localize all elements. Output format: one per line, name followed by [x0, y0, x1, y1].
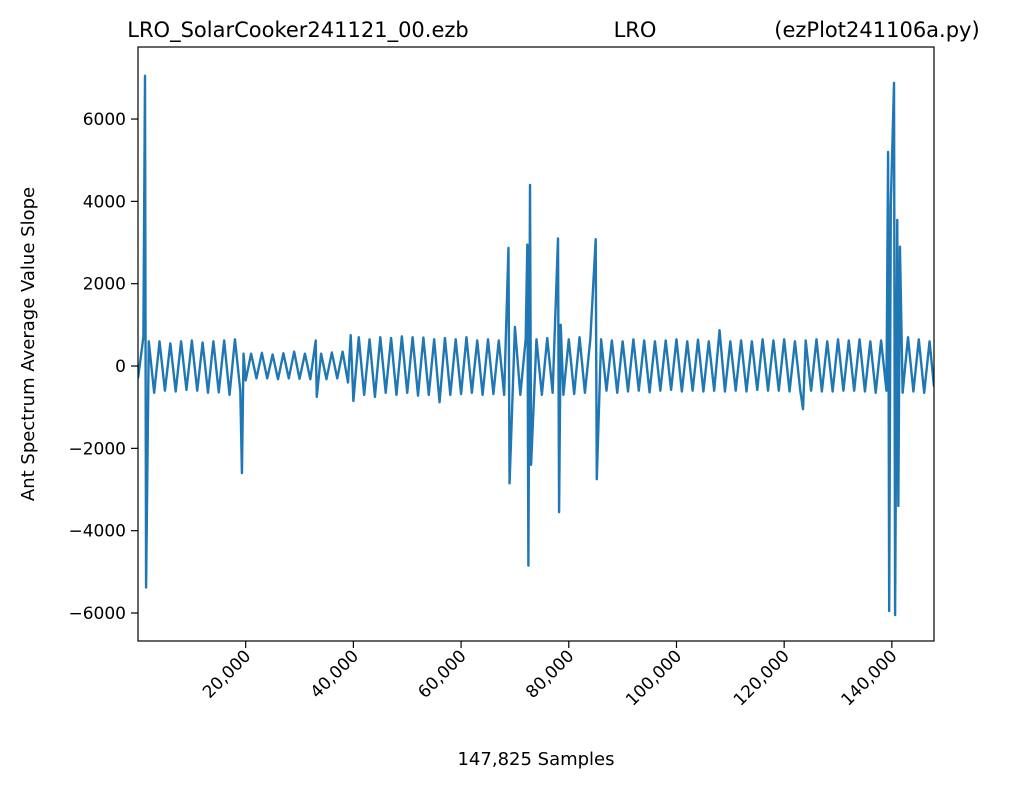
y-axis-label: Ant Spectrum Average Value Slope — [18, 187, 39, 501]
y-tick-label: 0 — [115, 357, 126, 377]
y-tick-label: 2000 — [83, 275, 126, 295]
y-tick-label: 6000 — [83, 110, 126, 130]
chart-title: (ezPlot241106a.py) — [774, 18, 979, 42]
plot-frame — [137, 46, 935, 642]
x-tick-label: 140,000 — [838, 646, 902, 710]
y-tick-label: −4000 — [68, 522, 126, 542]
x-tick-label: 20,000 — [199, 646, 255, 702]
chart-title: LRO_SolarCooker241121_00.ezb — [127, 18, 469, 43]
x-tick-label: 120,000 — [730, 646, 794, 710]
y-tick-label: −2000 — [68, 439, 126, 459]
y-tick-label: 4000 — [83, 192, 126, 212]
x-tick-label: 40,000 — [307, 646, 363, 702]
x-axis-label: 147,825 Samples — [457, 749, 614, 770]
x-tick-label: 100,000 — [622, 646, 686, 710]
data-line — [138, 74, 934, 617]
chart-title: LRO — [614, 18, 657, 42]
x-tick-label: 60,000 — [414, 646, 470, 702]
x-tick-label: 80,000 — [522, 646, 578, 702]
y-tick-label: −6000 — [68, 604, 126, 624]
